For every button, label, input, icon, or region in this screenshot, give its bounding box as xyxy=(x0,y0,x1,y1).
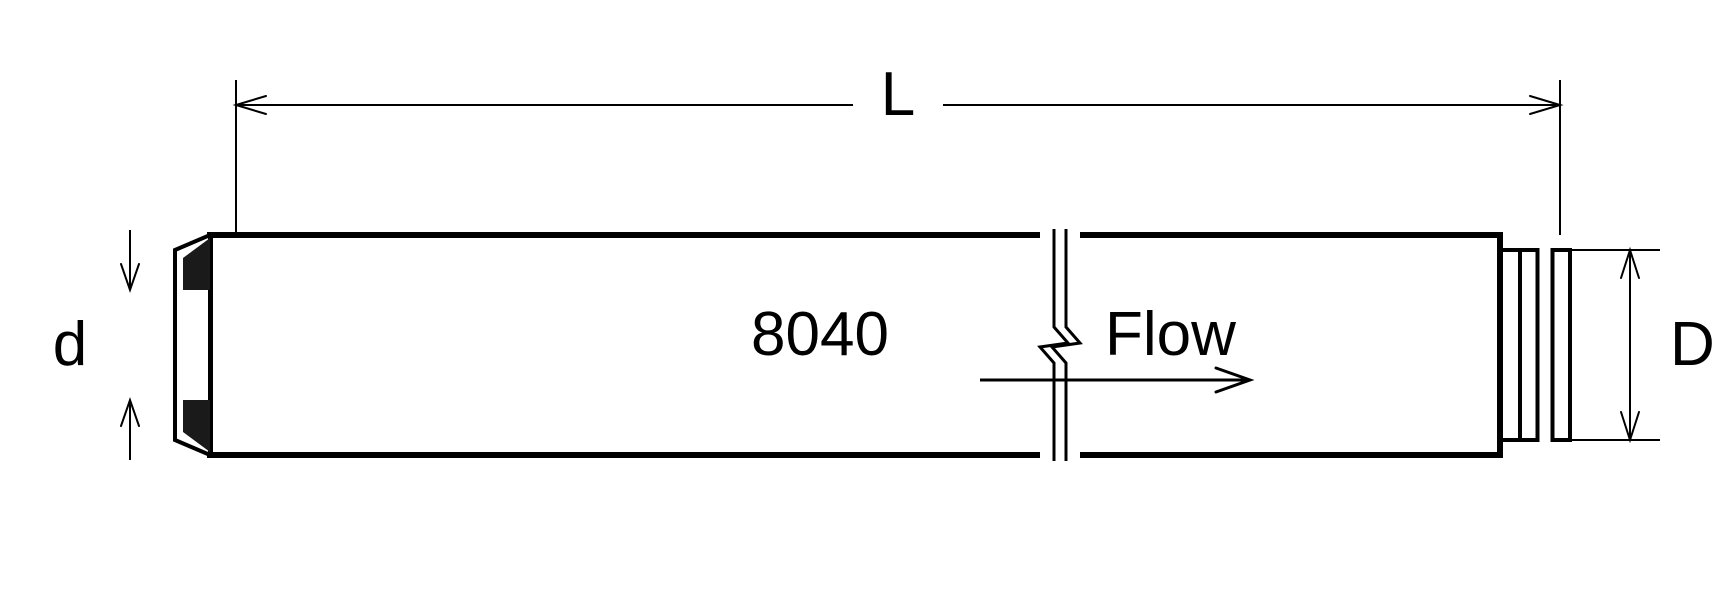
label-flow: Flow xyxy=(1105,300,1236,369)
label-model: 8040 xyxy=(751,300,889,369)
label-d: d xyxy=(53,310,87,379)
label-L: L xyxy=(881,60,915,129)
label-D: D xyxy=(1670,310,1713,379)
membrane-dimension-diagram: Ld D 8040 Flow xyxy=(0,0,1713,609)
